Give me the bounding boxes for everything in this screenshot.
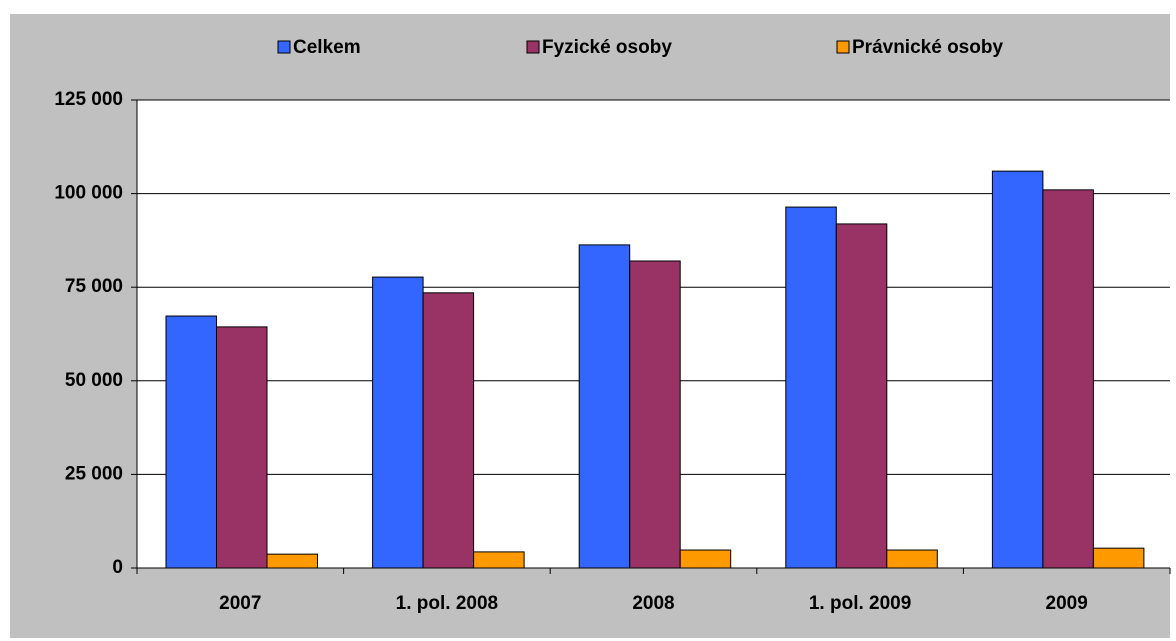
bar (1092, 547, 1145, 569)
bar (886, 549, 938, 569)
bar (266, 553, 318, 569)
legend-swatch (836, 40, 850, 54)
x-tick-label: 2007 (219, 593, 261, 614)
bar (629, 260, 681, 569)
legend-label: Celkem (293, 37, 361, 58)
bar (216, 326, 268, 569)
bar (473, 551, 525, 569)
bar (835, 223, 888, 569)
bar (679, 549, 732, 569)
y-tick-label: 50 000 (65, 370, 123, 391)
legend-label: Fyzické osoby (542, 37, 672, 58)
bar (785, 206, 837, 569)
bar (991, 170, 1044, 569)
bar (578, 244, 631, 569)
y-tick-label: 25 000 (65, 463, 123, 484)
bar (422, 292, 475, 569)
y-tick-label: 100 000 (54, 183, 123, 204)
x-tick-label: 1. pol. 2008 (396, 593, 498, 614)
bar (1042, 189, 1094, 569)
x-tick-label: 2009 (1046, 593, 1088, 614)
legend-swatch (526, 40, 540, 54)
legend-swatch (277, 40, 291, 54)
x-tick-label: 2008 (632, 593, 674, 614)
legend-label: Právnické osoby (852, 37, 1003, 58)
bar (165, 315, 217, 569)
y-tick-label: 75 000 (65, 276, 123, 297)
y-tick-label: 0 (112, 557, 123, 578)
x-tick-label: 1. pol. 2009 (809, 593, 911, 614)
y-tick-label: 125 000 (54, 89, 123, 110)
bar (372, 276, 424, 569)
